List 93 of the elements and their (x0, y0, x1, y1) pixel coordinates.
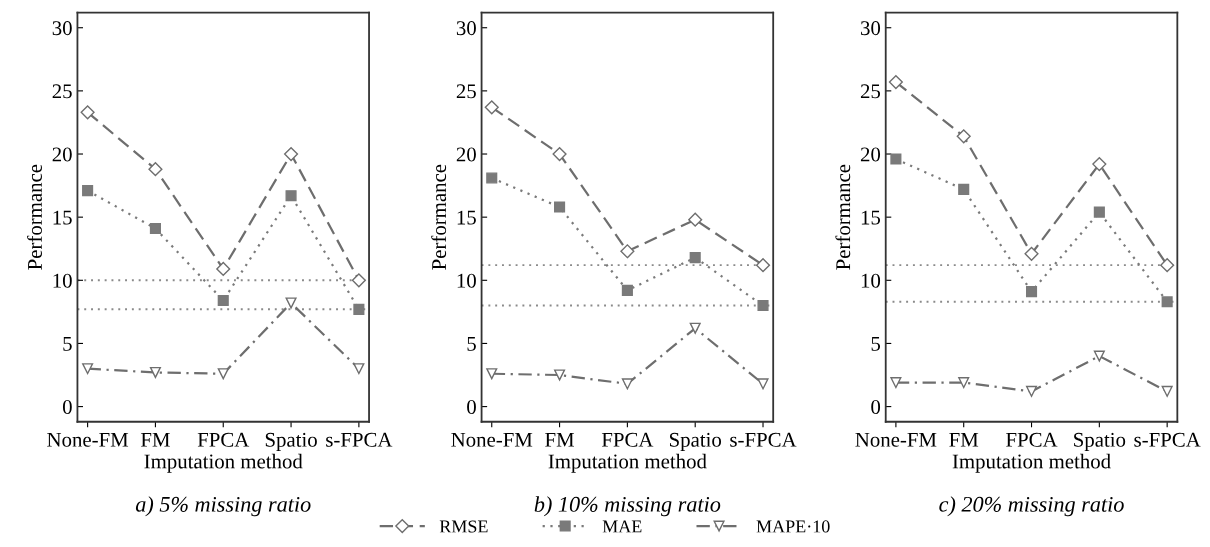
point (689, 252, 701, 264)
point (283, 146, 299, 162)
point (148, 162, 163, 177)
point (554, 369, 566, 381)
text: b) 10% missing ratio (534, 496, 721, 517)
point (353, 303, 365, 315)
point (149, 366, 161, 379)
y-tick-label: 20 (860, 147, 881, 162)
x-tick-label: FPCA (197, 432, 250, 447)
text: c) 20% missing ratio (939, 496, 1124, 517)
point (1024, 246, 1039, 261)
x-axis-title: Imputation method (548, 453, 707, 473)
x-tick-label: s-FPCA (326, 432, 393, 447)
y-tick-label: 15 (861, 210, 881, 225)
point (216, 261, 231, 277)
point (1092, 157, 1107, 172)
x-axis-title: Imputation method (144, 453, 303, 473)
x-tick-label: FPCA (1006, 432, 1058, 447)
y-tick-label: 0 (467, 399, 476, 415)
point (958, 377, 970, 389)
x-tick-label: None-FM (47, 432, 129, 447)
point (217, 368, 229, 380)
point (757, 300, 769, 312)
x-tick-label: s-FPCA (730, 432, 797, 447)
point (688, 212, 703, 227)
x-tick-label: Spatio (1074, 432, 1126, 452)
point (689, 322, 701, 334)
legend-label: MAE (602, 520, 642, 533)
y-tick-label: 15 (457, 210, 476, 225)
point (755, 258, 771, 273)
point (82, 363, 94, 375)
point (149, 222, 161, 235)
x-tick-label: Spatio (669, 432, 722, 452)
point (82, 185, 94, 197)
y-tick-label: 5 (871, 337, 881, 351)
point (484, 100, 499, 115)
y-tick-label: 30 (52, 21, 72, 36)
point (888, 74, 903, 90)
y-tick-label: 25 (860, 84, 881, 99)
y-tick-label: 10 (457, 273, 476, 288)
x-tick-label: FM (545, 432, 575, 447)
y-tick-label: 25 (456, 84, 476, 99)
point (353, 363, 365, 375)
text: a) 5% missing ratio (135, 496, 311, 517)
x-axis-title: Imputation method (952, 453, 1111, 473)
point (890, 153, 902, 165)
x-tick-label: s-FPCA (1134, 432, 1201, 447)
point (486, 172, 498, 184)
x-tick-label: FM (140, 432, 170, 447)
y-tick-label: 20 (52, 147, 72, 162)
point (890, 377, 902, 389)
x-tick-label: FPCA (601, 432, 654, 447)
y-tick-label: 0 (62, 399, 72, 415)
x-tick-label: FM (949, 432, 979, 447)
point (80, 105, 95, 120)
point (1025, 385, 1038, 397)
y-tick-label: 30 (456, 21, 476, 36)
point (1161, 296, 1173, 308)
point (1025, 286, 1038, 298)
point (351, 273, 366, 288)
point (621, 284, 633, 296)
y-axis-title: Performance (431, 164, 447, 270)
point (1093, 206, 1105, 218)
point (486, 368, 498, 380)
x-tick-label: None-FM (855, 432, 937, 447)
x-tick-label: Spatio (265, 432, 317, 452)
point (285, 297, 297, 309)
point (1093, 350, 1105, 362)
point (757, 378, 769, 390)
y-tick-label: 20 (456, 147, 476, 162)
legend-label: MAPE·10 (756, 520, 830, 533)
legend-label: RMSE (439, 520, 488, 533)
point (958, 183, 970, 195)
x-tick-label: None-FM (451, 432, 533, 447)
point (285, 190, 297, 202)
y-tick-label: 25 (52, 84, 72, 99)
point (620, 244, 635, 259)
y-tick-label: 0 (871, 399, 881, 415)
point (1160, 258, 1175, 273)
y-axis-title: Performance (27, 164, 42, 270)
y-axis-title: Performance (835, 164, 851, 270)
point (621, 378, 633, 390)
point (1161, 385, 1173, 397)
y-tick-label: 10 (861, 273, 881, 288)
point (217, 294, 229, 307)
point (552, 146, 567, 162)
y-tick-label: 10 (53, 273, 72, 288)
y-tick-label: 15 (53, 210, 72, 225)
y-tick-label: 30 (861, 21, 881, 36)
point (956, 129, 971, 144)
y-tick-label: 5 (467, 337, 476, 351)
y-tick-label: 5 (63, 337, 72, 351)
point (554, 201, 566, 213)
